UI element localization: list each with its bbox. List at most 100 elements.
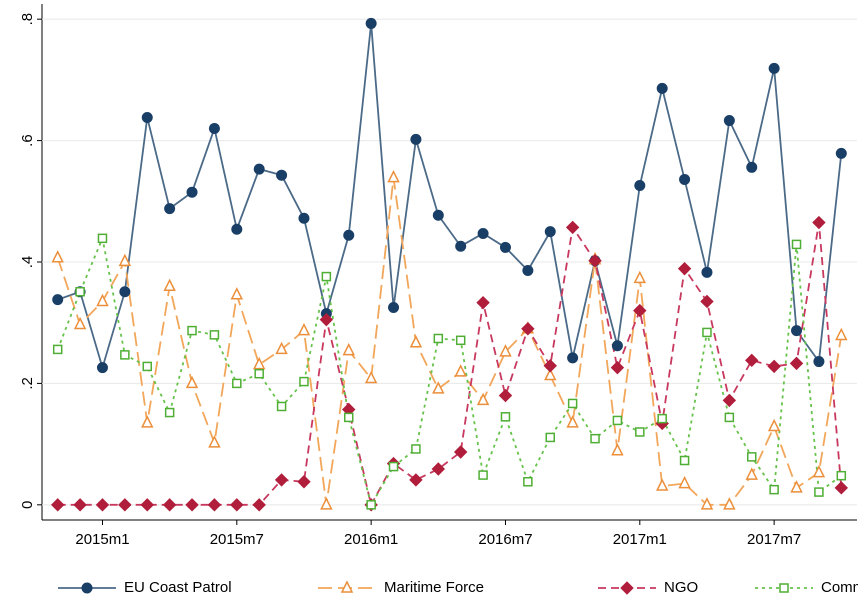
marker (722, 393, 737, 408)
marker (410, 133, 422, 145)
marker (657, 413, 667, 424)
marker (209, 330, 220, 340)
marker (702, 327, 712, 338)
marker (545, 432, 555, 443)
marker (186, 186, 198, 198)
marker (276, 401, 287, 412)
marker (746, 161, 758, 173)
marker (73, 316, 87, 330)
marker (185, 498, 199, 512)
marker (164, 407, 175, 418)
marker (700, 497, 714, 510)
marker (141, 415, 154, 428)
marker (230, 498, 244, 512)
x-tick-label: 2017m1 (613, 531, 667, 548)
series-line (56, 235, 842, 508)
marker (498, 388, 513, 403)
marker (499, 241, 511, 253)
marker (476, 295, 490, 310)
marker (567, 398, 578, 409)
marker (700, 294, 714, 309)
legend-label: EU Coast Patrol (124, 579, 232, 596)
legend-marker (779, 583, 789, 593)
legend-marker (81, 582, 93, 594)
marker (275, 341, 288, 355)
y-tick-label: 0 (19, 501, 36, 509)
marker (477, 227, 489, 239)
marker (500, 412, 511, 422)
marker (790, 480, 803, 493)
x-tick-label: 2015m7 (210, 531, 264, 548)
marker (724, 412, 735, 423)
marker (208, 122, 220, 134)
marker (364, 370, 378, 384)
marker (142, 361, 153, 372)
marker (387, 169, 400, 183)
marker (95, 498, 110, 512)
marker (610, 360, 625, 375)
marker (701, 266, 713, 278)
marker (164, 203, 176, 215)
marker (52, 294, 64, 306)
marker (120, 350, 130, 360)
marker (656, 82, 668, 94)
marker (723, 497, 736, 510)
marker (118, 498, 132, 512)
marker (612, 415, 623, 426)
marker (207, 498, 222, 512)
marker (543, 359, 557, 373)
legend-label: NGO (664, 579, 698, 596)
marker (320, 497, 333, 510)
y-tick-label: .2 (19, 377, 36, 390)
marker (75, 286, 85, 297)
marker (590, 433, 600, 444)
marker (455, 240, 467, 252)
marker (297, 322, 311, 336)
marker (208, 435, 221, 448)
marker (298, 212, 310, 224)
marker (366, 500, 376, 510)
marker (274, 473, 289, 487)
marker (588, 254, 602, 268)
marker (433, 333, 444, 344)
marker (567, 352, 579, 364)
y-tick-label: .6 (19, 134, 36, 147)
marker (187, 325, 197, 336)
x-tick-label: 2016m1 (344, 531, 398, 548)
marker (162, 498, 177, 512)
marker (141, 112, 153, 124)
marker (745, 353, 759, 368)
marker (723, 115, 735, 127)
marker (835, 327, 848, 341)
marker (252, 356, 266, 370)
marker (118, 253, 132, 267)
marker (745, 467, 758, 480)
marker (566, 415, 579, 428)
marker (431, 462, 446, 476)
marker (252, 498, 266, 512)
marker (185, 375, 199, 389)
marker (476, 392, 490, 406)
marker (633, 303, 647, 318)
marker (344, 412, 354, 423)
marker (677, 261, 692, 276)
marker (297, 475, 311, 489)
marker (478, 470, 488, 480)
marker (834, 481, 849, 495)
marker (789, 356, 804, 371)
marker (767, 418, 781, 432)
marker (388, 461, 399, 472)
marker (611, 340, 623, 352)
marker (432, 381, 445, 394)
marker (655, 478, 669, 491)
marker (791, 239, 802, 250)
marker (454, 364, 467, 377)
marker (634, 180, 646, 192)
marker (769, 484, 779, 495)
marker (812, 464, 826, 478)
y-tick-label: .4 (19, 256, 36, 269)
marker (163, 278, 176, 292)
marker (679, 173, 691, 185)
marker (411, 444, 421, 454)
marker (523, 477, 533, 487)
